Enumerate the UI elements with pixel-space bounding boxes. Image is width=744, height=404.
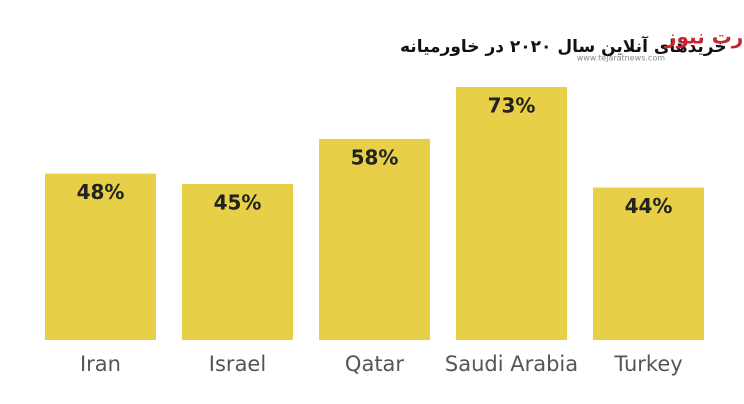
bar (45, 173, 156, 340)
bar (456, 86, 567, 341)
bar (182, 184, 293, 340)
x-tick-label: Saudi Arabia (445, 352, 578, 376)
value-label: 73% (488, 93, 536, 117)
bar (319, 138, 430, 340)
bar (593, 187, 704, 340)
x-tick-label: Israel (209, 352, 266, 376)
x-tick-label: Iran (80, 352, 121, 376)
chart-title: خریدهای آنلاین سال ۲۰۲۰ در خاورمیانه (400, 35, 727, 57)
value-label: 48% (77, 180, 125, 204)
x-tick-label: Turkey (613, 352, 682, 376)
value-label: 45% (214, 191, 262, 215)
value-label: 58% (351, 145, 399, 169)
logo-url: www.tejaratnews.com (577, 54, 665, 63)
x-tick-label: Qatar (345, 352, 405, 376)
logo-name: تجارت نیوز (664, 25, 744, 49)
value-label: 44% (625, 194, 673, 218)
